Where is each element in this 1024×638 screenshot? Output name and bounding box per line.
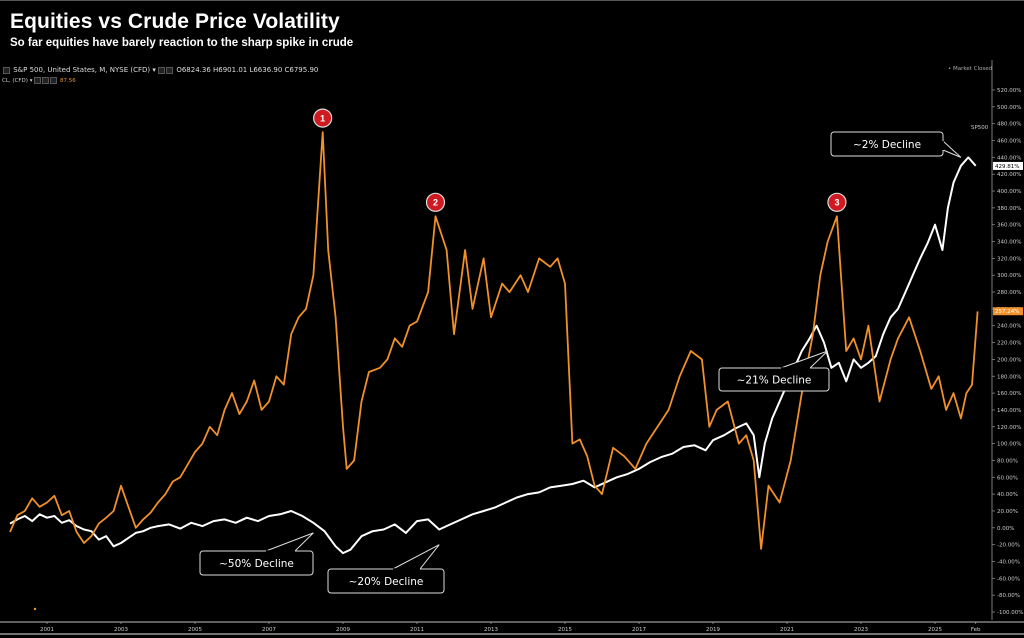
callout-pointer bbox=[942, 139, 962, 158]
y-tick-label: -20.00% bbox=[997, 543, 1020, 549]
y-tick-label: 200.00% bbox=[997, 357, 1021, 363]
y-tick-label: 380.00% bbox=[997, 206, 1021, 212]
y-tick-label: 140.00% bbox=[997, 408, 1021, 414]
y-tick-label: -100.00% bbox=[997, 610, 1023, 616]
crude-dot bbox=[33, 607, 37, 611]
y-tick-label: 160.00% bbox=[997, 391, 1021, 397]
callout-text: ~50% Decline bbox=[219, 558, 294, 570]
x-tick-label: 2011 bbox=[410, 627, 424, 633]
y-tick-label: 80.00% bbox=[997, 458, 1018, 464]
x-axis[interactable]: 2001 2003 2005 2007 2009 2011 2013 2015 2017 2019… bbox=[0, 621, 1024, 635]
x-tick-label: 2015 bbox=[558, 627, 572, 633]
market-status: • Market Closed bbox=[948, 66, 993, 72]
visibility-toggle-icon[interactable] bbox=[158, 66, 166, 74]
x-tick-label: 2001 bbox=[40, 627, 54, 633]
x-tick-label: 2025 bbox=[928, 627, 942, 633]
x-tick-label: 2021 bbox=[780, 627, 794, 633]
marker-1-badge bbox=[313, 108, 333, 128]
y-tick-label: 20.00% bbox=[997, 509, 1018, 515]
callout-1: ~50% Decline bbox=[199, 532, 314, 576]
marker-1-label: 1 bbox=[320, 113, 325, 123]
callout-box bbox=[327, 568, 445, 594]
y-tick-label: 100.00% bbox=[997, 442, 1021, 448]
callout-2: ~20% Decline bbox=[327, 544, 445, 594]
y-tick-label: -80.00% bbox=[997, 593, 1020, 599]
x-tick-label: 2013 bbox=[484, 627, 498, 633]
y-tick-label: 440.00% bbox=[997, 155, 1021, 161]
y-tick-label: 460.00% bbox=[997, 139, 1021, 145]
chevron-down-icon[interactable]: ▾ bbox=[152, 66, 156, 74]
y-tick-label: 220.00% bbox=[997, 341, 1021, 347]
marker-2-badge bbox=[425, 192, 446, 212]
callout-text: ~20% Decline bbox=[349, 576, 424, 588]
y-tick-label: 240.00% bbox=[997, 324, 1021, 330]
y-tick-label: -40.00% bbox=[997, 559, 1020, 565]
x-tick-label: 2007 bbox=[262, 627, 276, 633]
annotations-layer: 1 2 3 ~50% Decline ~20% Decline ~21% Decline ~… bbox=[199, 108, 962, 594]
y-tick-label: 280.00% bbox=[997, 290, 1021, 296]
y-tick-label: 0.00% bbox=[997, 526, 1014, 532]
crude-last-value-tag bbox=[993, 307, 1023, 316]
callout-text: ~21% Decline bbox=[737, 374, 812, 386]
sp500-series-label: SP500 bbox=[971, 125, 989, 131]
marker-2-label: 2 bbox=[433, 197, 438, 207]
y-tick-label: 40.00% bbox=[997, 492, 1018, 498]
crude-last-value-label: 257.24% bbox=[995, 309, 1019, 315]
callout-pointer bbox=[265, 532, 314, 552]
y-tick-label: 500.00% bbox=[997, 105, 1021, 111]
callout-text: ~2% Decline bbox=[853, 139, 921, 151]
y-tick-label: 360.00% bbox=[997, 223, 1021, 229]
series-layer: SP500 bbox=[9, 125, 989, 611]
x-tick-label: 2019 bbox=[706, 627, 720, 633]
crude-value: 87.56 bbox=[59, 78, 76, 84]
y-tick-label: 300.00% bbox=[997, 273, 1021, 279]
x-tick-label: Feb bbox=[971, 627, 981, 633]
y-tick-label: 180.00% bbox=[997, 374, 1021, 380]
y-tick-label: 400.00% bbox=[997, 189, 1021, 195]
x-tick-label: 2003 bbox=[114, 627, 128, 633]
x-tick-label: 2005 bbox=[188, 627, 202, 633]
x-tick-label: 2017 bbox=[632, 627, 646, 633]
y-tick-label: 420.00% bbox=[997, 172, 1021, 178]
marker-3-label: 3 bbox=[834, 197, 839, 207]
y-tick-label: 520.00% bbox=[997, 88, 1021, 94]
y-tick-label: 120.00% bbox=[997, 425, 1021, 431]
y-axis[interactable]: 520.00% 500.00% 480.00% 460.00% 440.00% 420.0… bbox=[991, 60, 1023, 620]
chart-title: Equities vs Crude Price Volatility bbox=[10, 10, 340, 33]
y-tick-label: -60.00% bbox=[997, 576, 1020, 582]
settings-toggle-icon[interactable] bbox=[166, 66, 174, 74]
y-tick-label: 320.00% bbox=[997, 256, 1021, 262]
sp500-symbol-label[interactable]: S&P 500, United States, M, NYSE (CFD) bbox=[13, 66, 151, 74]
sp500-last-value-tag bbox=[993, 161, 1023, 170]
x-tick-label: 2009 bbox=[336, 627, 350, 633]
marker-3-badge bbox=[827, 192, 847, 212]
x-tick-label: 2023 bbox=[854, 627, 868, 633]
callout-3: ~21% Decline bbox=[718, 350, 830, 392]
crude-symbol-label[interactable]: CL, (CFD) bbox=[2, 78, 28, 84]
visibility-toggle-icon[interactable] bbox=[34, 77, 42, 84]
settings-toggle-icon[interactable] bbox=[42, 77, 50, 84]
callout-pointer bbox=[780, 350, 829, 369]
callout-box bbox=[718, 367, 830, 392]
crude-legend-row[interactable]: CL, (CFD) ▾ 87.56 bbox=[2, 77, 76, 84]
sp500-legend-row[interactable]: S&P 500, United States, M, NYSE (CFD) ▾ … bbox=[3, 66, 318, 74]
remove-icon[interactable] bbox=[50, 77, 58, 84]
chevron-down-icon[interactable]: ▾ bbox=[29, 78, 33, 84]
callout-4: ~2% Decline bbox=[830, 131, 962, 158]
y-tick-label: 60.00% bbox=[997, 475, 1018, 481]
y-tick-label: 340.00% bbox=[997, 240, 1021, 246]
crude-line bbox=[9, 131, 979, 550]
callout-pointer bbox=[392, 544, 440, 570]
chart-subtitle: So far equities have barely reaction to … bbox=[10, 37, 354, 49]
collapse-toggle-icon[interactable] bbox=[3, 66, 10, 74]
callout-box bbox=[199, 550, 314, 576]
sp500-line bbox=[9, 156, 977, 555]
y-tick-label: 480.00% bbox=[997, 122, 1021, 128]
sp500-last-value-label: 429.81% bbox=[995, 164, 1019, 170]
top-border bbox=[0, 0, 1024, 1]
ohlc-values: O6824.36 H6901.01 L6636.90 C6795.90 bbox=[176, 66, 319, 74]
